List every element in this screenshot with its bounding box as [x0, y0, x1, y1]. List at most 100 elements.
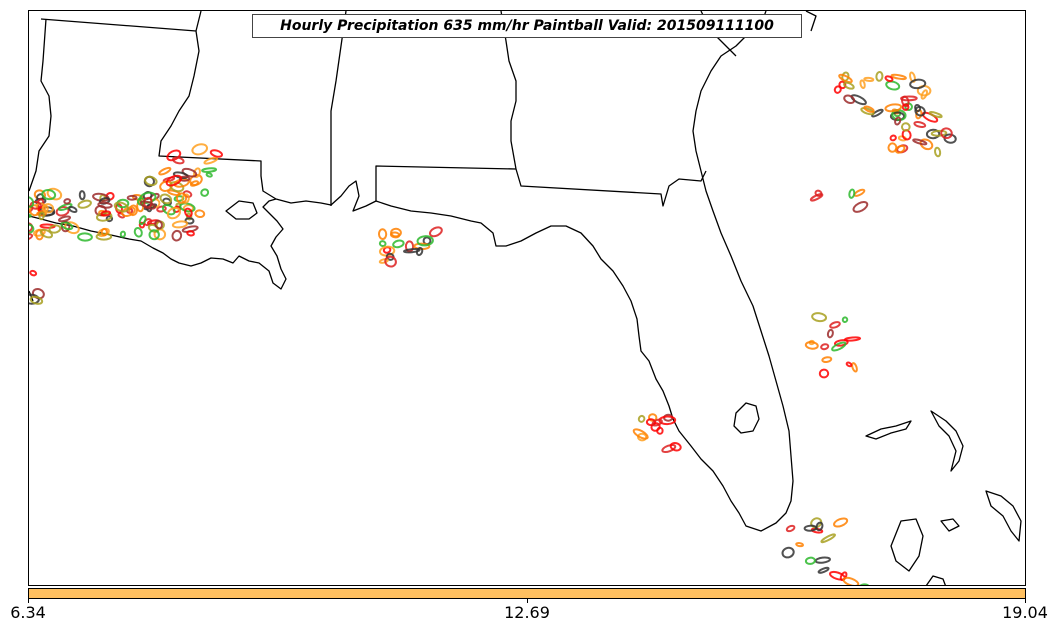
precip-contour-238 [203, 156, 219, 165]
precip-contour-44 [68, 205, 78, 214]
colorbar-tick-min [28, 599, 29, 603]
precip-contour-155 [843, 81, 855, 90]
precip-contour-78 [57, 215, 72, 223]
precip-contour-198 [818, 368, 830, 379]
precip-contour-42 [171, 229, 183, 242]
precip-contour-235 [29, 293, 40, 305]
precip-contour-141 [890, 73, 907, 80]
precip-contour-194 [829, 321, 841, 329]
mississippi-coast [275, 198, 332, 206]
precip-contour-189 [814, 189, 823, 197]
precip-contour-158 [909, 78, 927, 90]
precip-contour-211 [658, 415, 677, 426]
colorbar-tick-max [1025, 599, 1026, 603]
precip-contour-188 [853, 188, 866, 197]
precip-contour-120 [392, 239, 405, 249]
louisiana-coastline [29, 198, 287, 290]
coastlines-and-borders [29, 11, 1022, 585]
precip-contour-201 [843, 336, 862, 342]
colorbar-tick-label-mid: 12.69 [504, 603, 550, 622]
louisiana-mississippi-border [40, 18, 277, 200]
precip-contour-65 [100, 227, 108, 237]
georgia-florida-border [515, 168, 707, 207]
map-canvas [29, 11, 1022, 585]
florida-panhandle-coast [375, 35, 794, 532]
precip-contour-223 [781, 546, 795, 559]
precip-contour-28 [95, 232, 113, 241]
precip-contour-54 [29, 212, 32, 218]
alabama-georgia-border [500, 11, 517, 170]
precip-contour-167 [925, 128, 941, 140]
precip-contour-232 [842, 576, 860, 585]
precip-contour-125 [428, 226, 443, 238]
precip-contour-21 [57, 203, 73, 211]
precip-contour-196 [826, 328, 834, 339]
precip-contour-90 [158, 166, 172, 176]
precip-contour-214 [669, 441, 682, 452]
precip-contour-38 [78, 190, 86, 201]
precip-contour-207 [661, 443, 677, 454]
precip-contour-66 [154, 219, 163, 230]
precip-contour-115 [139, 200, 157, 210]
precip-contour-79 [38, 211, 45, 221]
precip-contour-46 [184, 217, 195, 225]
precip-contour-242 [191, 143, 209, 156]
precip-contour-224 [815, 521, 824, 532]
precip-contour-170 [891, 109, 907, 121]
precip-contour-154 [920, 89, 928, 100]
precip-contour-192 [851, 362, 858, 373]
precip-contour-195 [833, 339, 849, 347]
precip-contour-74 [29, 233, 34, 241]
precip-contour-215 [656, 426, 664, 435]
texas-coast [29, 290, 34, 302]
paintball-contours [29, 71, 957, 585]
precip-contour-106 [201, 167, 218, 173]
precip-contour-193 [841, 316, 849, 323]
precip-contour-184 [894, 144, 906, 154]
precip-contour-138 [871, 108, 884, 118]
precip-contour-218 [814, 556, 831, 564]
precip-contour-203 [820, 343, 830, 351]
carolina-border [805, 11, 817, 32]
precip-contour-143 [850, 94, 867, 106]
precip-contour-176 [928, 111, 943, 119]
precip-contour-103 [189, 180, 200, 187]
precip-contour-205 [804, 341, 819, 350]
precip-contour-216 [651, 418, 663, 427]
lake-okeechobee [733, 402, 760, 434]
precip-contour-24 [143, 218, 153, 227]
precip-contour-131 [378, 240, 387, 248]
precip-contour-49 [148, 229, 160, 241]
precip-contour-94 [181, 193, 190, 204]
precip-contour-173 [912, 138, 928, 146]
precip-contour-202 [831, 341, 847, 352]
precip-contour-112 [144, 175, 158, 187]
precip-contour-160 [875, 71, 884, 82]
precip-contour-107 [175, 192, 188, 204]
precip-contour-200 [845, 361, 853, 368]
precip-contour-228 [795, 542, 804, 548]
precip-contour-233 [858, 583, 870, 585]
precip-contour-76 [41, 189, 57, 201]
cuba-north [925, 575, 946, 585]
precip-contour-190 [852, 200, 869, 213]
precip-contour-60 [29, 200, 42, 210]
precip-contour-80 [179, 202, 196, 213]
precip-contour-156 [885, 80, 901, 91]
precip-contour-197 [811, 312, 828, 323]
lake-pontchartrain [225, 200, 258, 220]
precip-contour-58 [128, 204, 139, 217]
precip-contour-72 [48, 224, 62, 234]
precip-contour-186 [901, 122, 911, 132]
bahamas-exumas [940, 518, 960, 532]
precip-contour-148 [843, 94, 856, 105]
precip-contour-51 [77, 232, 93, 242]
colorbar [28, 588, 1026, 599]
precip-contour-204 [821, 356, 833, 363]
bahamas-abaco [930, 410, 964, 472]
precip-contour-212 [648, 413, 658, 422]
precip-contour-110 [184, 207, 193, 218]
alabama-florida-border [375, 165, 517, 201]
precip-contour-135 [378, 258, 389, 264]
